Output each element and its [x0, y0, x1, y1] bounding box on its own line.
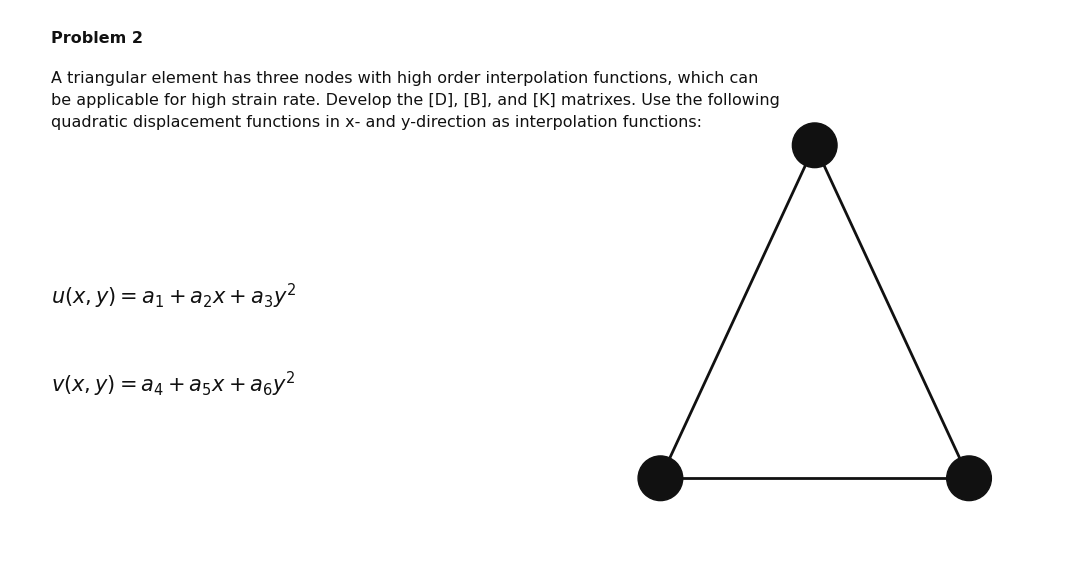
Circle shape: [947, 456, 992, 501]
Circle shape: [792, 123, 837, 168]
Text: $v(x, y) = a_4 + a_5x + a_6y^2$: $v(x, y) = a_4 + a_5x + a_6y^2$: [51, 369, 296, 399]
Text: A triangular element has three nodes with high order interpolation functions, wh: A triangular element has three nodes wit…: [51, 70, 780, 130]
Text: Problem 2: Problem 2: [51, 31, 144, 46]
Text: $u(x, y) = a_1 + a_2x + a_3y^2$: $u(x, y) = a_1 + a_2x + a_3y^2$: [51, 282, 297, 311]
Circle shape: [638, 456, 683, 501]
